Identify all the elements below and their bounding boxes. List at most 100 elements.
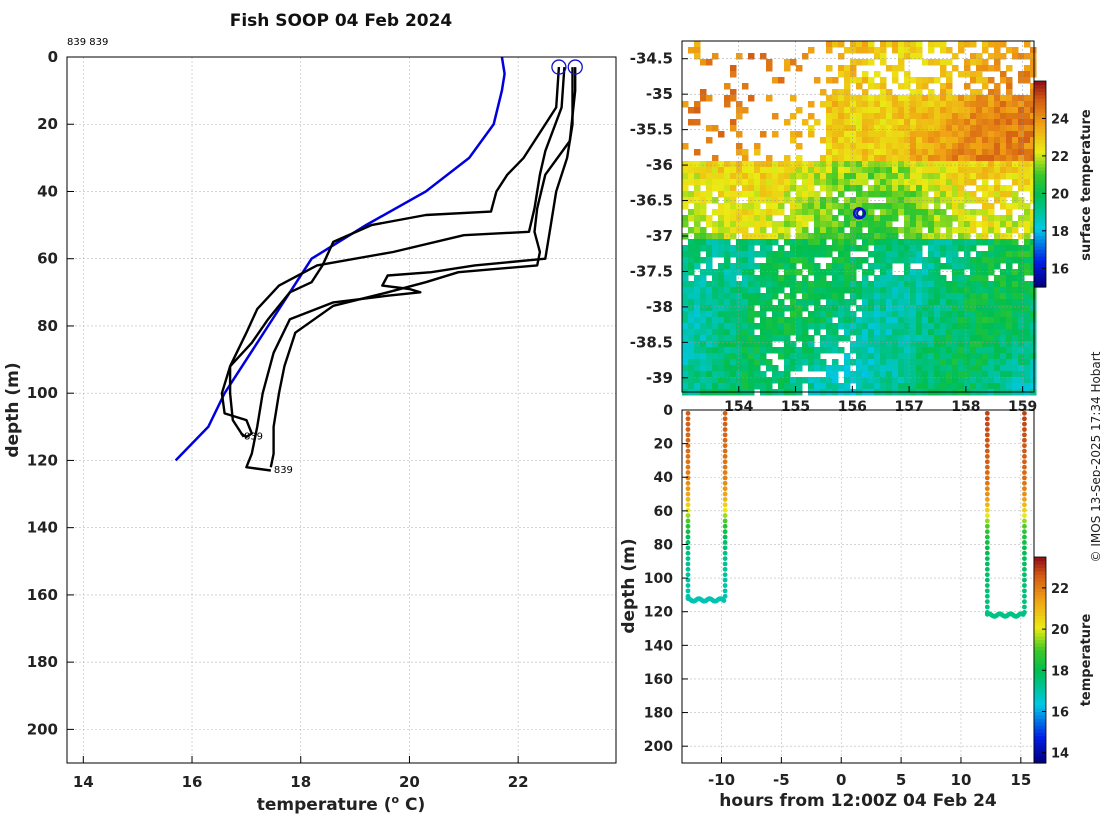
sst-cell xyxy=(988,41,995,48)
sst-cell xyxy=(922,263,929,270)
temp-point xyxy=(984,486,990,492)
sst-cell xyxy=(928,269,935,276)
sst-cell xyxy=(736,209,743,216)
sst-cell xyxy=(1012,323,1019,330)
sst-cell xyxy=(838,89,845,96)
sst-cell xyxy=(892,383,899,390)
sst-cell xyxy=(682,353,689,360)
sst-cell xyxy=(730,347,737,354)
sst-cell xyxy=(778,161,785,168)
colorbar-tick-label: 16 xyxy=(1051,706,1069,721)
lon-tick-label: 158 xyxy=(951,399,980,415)
sst-cell xyxy=(856,155,863,162)
sst-cell xyxy=(712,329,719,336)
sst-cell xyxy=(928,101,935,108)
sst-cell xyxy=(772,335,779,342)
colorbar-segment xyxy=(1034,601,1046,606)
temp-point xyxy=(984,566,990,572)
sst-cell xyxy=(922,377,929,384)
colorbar-segment xyxy=(1034,101,1046,106)
temp-point xyxy=(685,502,691,508)
sst-cell xyxy=(1024,347,1031,354)
sst-cell xyxy=(1030,329,1037,336)
sst-cell xyxy=(880,179,887,186)
sst-cell xyxy=(808,335,815,342)
sst-cell xyxy=(682,371,689,378)
sst-cell xyxy=(916,167,923,174)
sst-cell xyxy=(946,311,953,318)
sst-cell xyxy=(904,53,911,60)
sst-cell xyxy=(940,131,947,138)
sst-cell xyxy=(724,359,731,366)
colorbar-segment xyxy=(1034,677,1046,682)
sst-cell xyxy=(1018,263,1025,270)
sst-cell xyxy=(898,161,905,168)
colorbar-segment xyxy=(1034,221,1046,226)
sst-cell xyxy=(910,137,917,144)
sst-cell xyxy=(1024,209,1031,216)
sst-cell xyxy=(940,287,947,294)
sst-cell xyxy=(952,53,959,60)
sst-cell xyxy=(700,59,707,66)
sst-cell xyxy=(994,65,1001,72)
sst-cell xyxy=(808,125,815,132)
sst-cell xyxy=(874,335,881,342)
sst-cell xyxy=(874,167,881,174)
sst-cell xyxy=(862,173,869,180)
sst-cell xyxy=(940,71,947,78)
sst-cell xyxy=(718,221,725,228)
sst-cell xyxy=(868,215,875,222)
sst-cell xyxy=(826,251,833,258)
sst-cell xyxy=(994,311,1001,318)
sst-cell xyxy=(1030,311,1037,318)
sst-cell xyxy=(1018,197,1025,204)
sst-cell xyxy=(694,197,701,204)
sst-cell xyxy=(844,197,851,204)
colorbar-segment xyxy=(1034,557,1046,562)
sst-cell xyxy=(880,125,887,132)
sst-cell xyxy=(964,239,971,246)
sst-cell xyxy=(1018,341,1025,348)
sst-cell xyxy=(796,209,803,216)
sst-cell xyxy=(874,347,881,354)
sst-cell xyxy=(1030,131,1037,138)
sst-cell xyxy=(682,185,689,192)
sst-cell xyxy=(838,287,845,294)
sst-cell xyxy=(952,305,959,312)
sst-cell xyxy=(802,335,809,342)
sst-cell xyxy=(814,275,821,282)
map-cells xyxy=(682,41,1037,396)
sst-cell xyxy=(934,101,941,108)
sst-cell xyxy=(868,167,875,174)
sst-cell xyxy=(838,299,845,306)
sst-cell xyxy=(682,215,689,222)
sst-cell xyxy=(856,335,863,342)
sst-cell xyxy=(910,53,917,60)
sst-cell xyxy=(958,197,965,204)
sst-cell xyxy=(1012,107,1019,114)
sst-cell xyxy=(748,263,755,270)
sst-cell xyxy=(922,167,929,174)
sst-cell xyxy=(910,149,917,156)
sst-cell xyxy=(946,245,953,252)
sst-cell xyxy=(904,161,911,168)
sst-cell xyxy=(928,293,935,300)
sst-cell xyxy=(724,353,731,360)
sst-cell xyxy=(964,101,971,108)
sst-cell xyxy=(856,221,863,228)
sst-cell xyxy=(826,203,833,210)
sst-cell xyxy=(820,293,827,300)
sst-cell xyxy=(982,335,989,342)
sst-cell xyxy=(796,131,803,138)
sst-cell xyxy=(886,107,893,114)
colorbar-segment xyxy=(1034,660,1046,665)
temp-point xyxy=(685,486,691,492)
hours-tick-label: -10 xyxy=(708,771,735,789)
sst-cell xyxy=(694,281,701,288)
sst-cell xyxy=(880,329,887,336)
sst-cell xyxy=(682,383,689,390)
sst-cell xyxy=(970,179,977,186)
sst-cell xyxy=(862,113,869,120)
sst-cell xyxy=(706,167,713,174)
sst-cell xyxy=(1000,323,1007,330)
